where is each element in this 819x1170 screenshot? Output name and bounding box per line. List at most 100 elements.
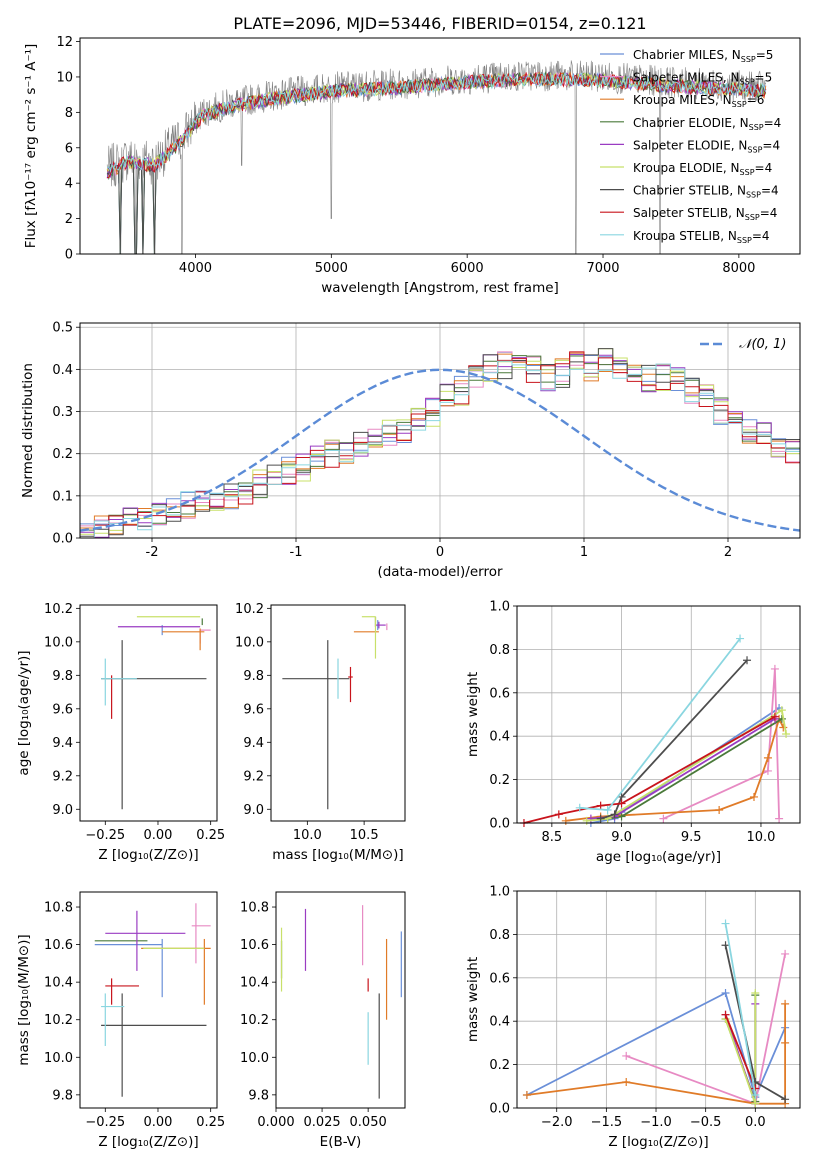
x-tick-label: 10.0 [746, 830, 775, 845]
legend-entry: Kroupa MILES, NSSP=6 [633, 93, 764, 109]
legend-entry-subscript: SSP [732, 100, 747, 109]
mass-weight-point-marker [596, 801, 605, 810]
legend-entry-count: =4 [752, 229, 770, 243]
mass-vs-ebv-panel: 0.000 0.025 0.050 9.8 10.0 10.2 10.4 10.6 10.8 E(… [240, 891, 406, 1150]
mass-weight-series-line [586, 708, 787, 822]
x-tick-label: 10.5 [350, 828, 379, 843]
mass-weight-point-marker [617, 812, 626, 821]
x-tick-label: 0.00 [144, 828, 173, 843]
x-tick-label: 8000 [722, 261, 755, 276]
axes-frame [275, 891, 406, 1109]
legend-entry-label: Chabrier STELIB, N [633, 184, 746, 198]
y-tick-label: 0.5 [52, 321, 73, 336]
y-tick-label: 0 [65, 248, 73, 263]
y-tick-label: 0.2 [489, 1058, 510, 1073]
mass-weight-point-marker [770, 712, 779, 721]
y-axis-label: age [log₁₀(age/yr)] [16, 650, 32, 775]
x-tick-label: 0.025 [303, 1115, 340, 1130]
y-tick-label: 0.0 [489, 1102, 510, 1117]
axes-frame [79, 604, 218, 822]
x-axis-label: Z [log₁₀(Z/Z⊙)] [98, 847, 198, 863]
y-tick-label: 10.4 [240, 976, 269, 991]
y-tick-label: 0.2 [489, 773, 510, 788]
mass-weight-point-marker [554, 810, 563, 819]
y-tick-label: 10 [56, 70, 73, 85]
legend-entry: Kroupa STELIB, NSSP=4 [633, 229, 770, 245]
x-axis-label: age [log₁₀(age/yr)] [596, 849, 721, 865]
mass-weight-point-marker [775, 814, 784, 823]
y-tick-label: 10.4 [44, 976, 73, 991]
legend-entry: Chabrier ELODIE, NSSP=4 [633, 116, 781, 132]
mass-weight-point-marker [622, 1051, 631, 1060]
mass-weight-point-marker [779, 723, 788, 732]
mass-weight-point-marker [751, 1099, 760, 1108]
y-tick-label: 0.4 [52, 363, 73, 378]
legend-entry-count: =4 [762, 138, 780, 152]
x-tick-label: 1 [580, 545, 588, 560]
massweight-vs-metallicity-panel: −2.0 −1.5 −1.0 −0.5 0.0 0.0 0.2 0.4 0.6 0.8 1.0 Z [… [465, 885, 801, 1150]
model-spectrum-line [106, 72, 767, 173]
y-tick-label: 10.0 [44, 1051, 73, 1066]
x-tick-label: 0.050 [350, 1115, 387, 1130]
legend-entry-subscript: SSP [746, 191, 761, 200]
mass-weight-point-marker [721, 988, 730, 997]
figure-title: PLATE=2096, MJD=53446, FIBERID=0154, z=0… [233, 14, 646, 33]
y-axis-label: mass weight [465, 957, 481, 1042]
x-tick-label: -2 [146, 545, 159, 560]
y-tick-label: 10.8 [240, 901, 269, 916]
mass-weight-series-line [526, 1003, 786, 1105]
y-tick-label: 10.2 [235, 602, 264, 617]
legend-entry-count: =4 [764, 116, 782, 130]
y-tick-label: 9.8 [52, 669, 73, 684]
axes-frame [270, 604, 406, 822]
mass-vs-metallicity-panel: −0.25 0.00 0.25 9.8 10.0 10.2 10.4 10.6 10.8 Z [l… [16, 891, 225, 1150]
gaussian-reference-curve [79, 368, 801, 532]
mass-weight-point-marker [770, 664, 779, 673]
mass-weight-point-marker [736, 634, 745, 643]
mass-weight-point-marker [715, 805, 724, 814]
mass-weight-series-line [724, 1014, 757, 1089]
y-tick-label: 1.0 [489, 885, 510, 900]
x-tick-label: 2 [724, 545, 732, 560]
y-tick-label: 9.0 [52, 803, 73, 818]
x-axis-label: mass [log₁₀(M/M⊙)] [272, 847, 403, 863]
legend-entry: Salpeter STELIB, NSSP=4 [633, 206, 777, 222]
y-axis-label: mass weight [465, 672, 481, 757]
x-tick-label: 0.0 [745, 1115, 766, 1130]
axes-frame [516, 605, 801, 824]
legend-entry-label: Kroupa MILES, N [633, 93, 732, 107]
x-tick-label: 8.5 [542, 830, 563, 845]
legend-entry-label: Salpeter MILES, N [633, 71, 740, 85]
legend-entry: Chabrier STELIB, NSSP=4 [633, 184, 779, 200]
y-tick-label: 0.6 [489, 971, 510, 986]
mass-weight-point-marker [749, 792, 758, 801]
x-tick-label: -1 [290, 545, 303, 560]
y-tick-label: 8 [65, 106, 73, 121]
mass-weight-point-marker [777, 706, 786, 715]
mass-weight-point-marker [751, 988, 760, 997]
x-tick-label: 0 [436, 545, 444, 560]
mass-weight-point-marker [721, 919, 730, 928]
y-tick-label: 6 [65, 141, 73, 156]
y-tick-label: 10.2 [44, 602, 73, 617]
axes-frame [79, 37, 801, 255]
y-tick-label: 0.0 [489, 817, 510, 832]
mass-weight-point-marker [781, 999, 790, 1008]
legend-entry-label: 𝒩(0, 1) [739, 337, 786, 352]
y-tick-label: 9.8 [248, 1088, 269, 1103]
axes-frame [79, 891, 218, 1109]
axes-frame [79, 322, 801, 539]
mass-weight-point-marker [763, 753, 772, 762]
mass-weight-point-marker [522, 1090, 531, 1099]
legend-entry-subscript: SSP [737, 236, 752, 245]
x-tick-label: −0.5 [690, 1115, 722, 1130]
mass-weight-point-marker [659, 814, 668, 823]
y-tick-label: 9.8 [52, 1088, 73, 1103]
x-tick-label: 5000 [315, 261, 348, 276]
mass-weight-point-marker [743, 656, 752, 665]
y-tick-label: 0.0 [52, 532, 73, 547]
legend-entry-subscript: SSP [747, 145, 762, 154]
massweight-vs-age-panel: 8.5 9.0 9.5 10.0 0.0 0.2 0.4 0.6 0.8 1.0 age [log₁… [465, 600, 801, 865]
